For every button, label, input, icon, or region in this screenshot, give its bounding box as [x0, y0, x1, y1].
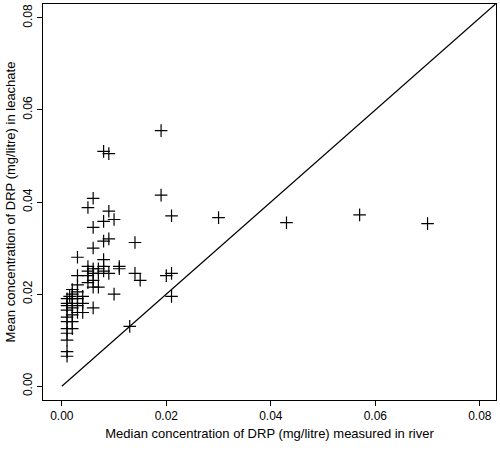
svg-text:Median concentration of DRP (m: Median concentration of DRP (mg/litre) m… — [105, 426, 434, 441]
svg-text:0.04: 0.04 — [21, 188, 35, 212]
svg-text:0.08: 0.08 — [21, 4, 35, 28]
svg-text:0.06: 0.06 — [21, 96, 35, 120]
svg-text:0.06: 0.06 — [364, 409, 388, 423]
svg-text:0.02: 0.02 — [155, 409, 179, 423]
svg-text:0.04: 0.04 — [259, 409, 283, 423]
svg-text:0.00: 0.00 — [21, 372, 35, 396]
svg-text:Mean concentration of DRP (mg/: Mean concentration of DRP (mg/litre) in … — [3, 62, 18, 343]
svg-text:0.08: 0.08 — [468, 409, 492, 423]
svg-text:0.00: 0.00 — [50, 409, 74, 423]
svg-text:0.02: 0.02 — [21, 280, 35, 304]
